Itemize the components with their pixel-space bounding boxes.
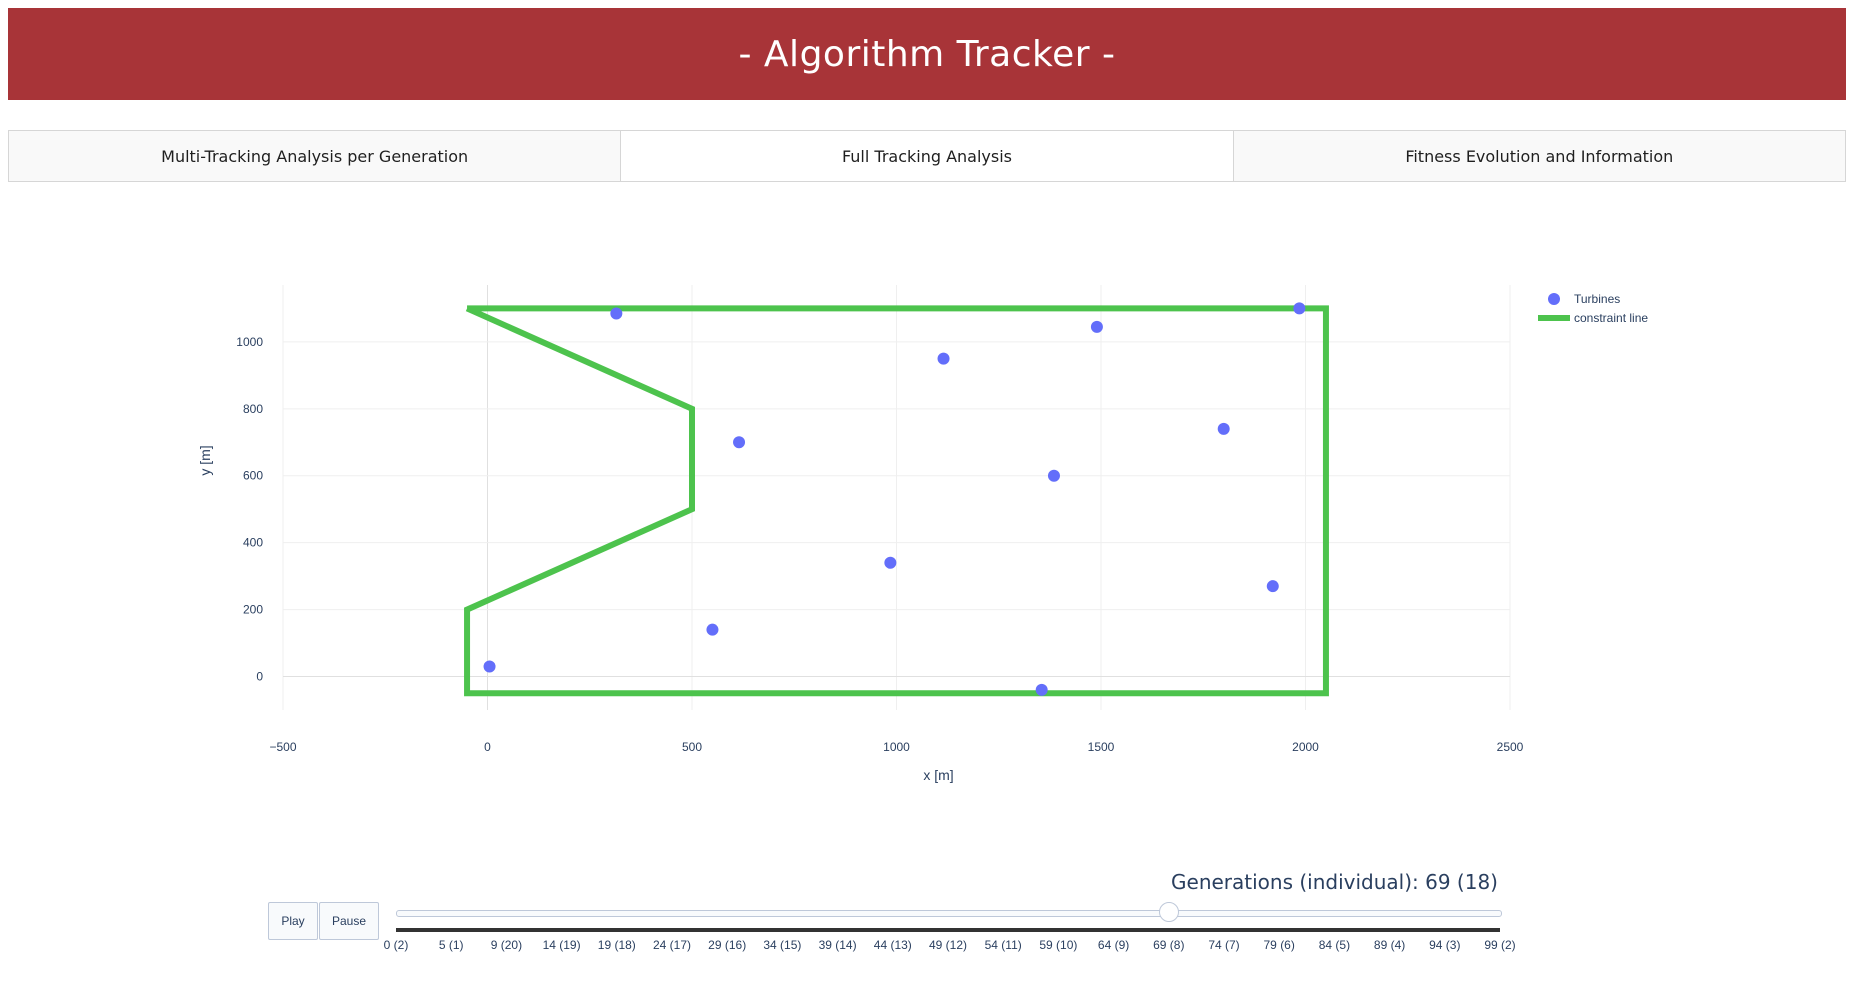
slider-tick-label[interactable]: 49 (12) — [928, 938, 968, 952]
generation-slider-rail[interactable] — [396, 910, 1502, 917]
y-tick-label: 600 — [243, 469, 263, 483]
play-button[interactable]: Play — [268, 902, 318, 940]
turbine-marker[interactable] — [1266, 580, 1279, 593]
slider-tick-label[interactable]: 24 (17) — [652, 938, 692, 952]
slider-tick-label[interactable]: 34 (15) — [763, 938, 802, 952]
turbine-marker[interactable] — [1047, 469, 1060, 482]
x-tick-label: 1500 — [1088, 740, 1115, 754]
turbine-marker[interactable] — [1217, 422, 1230, 435]
slider-tick-label[interactable]: 44 (13) — [873, 938, 912, 952]
y-tick-label: 1000 — [236, 335, 263, 349]
legend-label: constraint line — [1574, 311, 1648, 325]
slider-tick-label[interactable]: 99 (2) — [1484, 938, 1516, 952]
slider-tick-label[interactable]: 89 (4) — [1373, 938, 1406, 952]
generation-slider-knob[interactable] — [1158, 902, 1179, 922]
slider-tick-label[interactable]: 19 (18) — [597, 938, 636, 952]
turbine-marker[interactable] — [1035, 683, 1048, 696]
x-axis-title: x [m] — [923, 767, 953, 783]
slider-tick-bar — [396, 928, 1500, 932]
app-title: - Algorithm Tracker - — [738, 33, 1116, 75]
turbine-marker[interactable] — [610, 307, 623, 320]
slider-tick-label[interactable]: 0 (2) — [383, 938, 409, 952]
x-tick-label: 0 — [484, 740, 491, 754]
tab-full-tracking[interactable]: Full Tracking Analysis — [621, 131, 1234, 181]
slider-tick-label[interactable]: 94 (3) — [1429, 938, 1461, 952]
legend-item[interactable]: Turbines — [1548, 292, 1620, 306]
turbine-marker[interactable] — [733, 436, 746, 449]
slider-tick-label[interactable]: 84 (5) — [1318, 938, 1351, 952]
y-axis-title: y [m] — [197, 445, 213, 475]
grid-layer — [282, 285, 1511, 710]
slider-tick-label[interactable]: 39 (14) — [818, 938, 857, 952]
turbine-marker[interactable] — [483, 660, 496, 673]
y-tick-label: 400 — [243, 536, 263, 550]
slider-tick-label[interactable]: 29 (16) — [708, 938, 747, 952]
app-header: - Algorithm Tracker - — [8, 8, 1846, 100]
chart-svg: −500 0 500 1000 1500 2000 2500 0 200 400 600 800 100… — [197, 285, 1648, 783]
constraint-line — [464, 305, 1329, 697]
animation-controls: Play Pause Generations (individual): 69 … — [0, 860, 1854, 983]
generation-slider-ticks: 0 (2) 5 (1) 9 (20) 14 (19) 19 (18) 24 (17) 29 … — [384, 928, 1516, 968]
slider-tick-label[interactable]: 69 (8) — [1153, 938, 1185, 952]
turbine-marker[interactable] — [1293, 302, 1306, 315]
slider-tick-label[interactable]: 9 (20) — [490, 938, 523, 952]
scatter-chart: −500 0 500 1000 1500 2000 2500 0 200 400 600 800 100… — [0, 230, 1854, 860]
x-tick-label: 500 — [682, 740, 702, 754]
y-tick-label: 200 — [243, 603, 263, 617]
tab-bar: Multi-Tracking Analysis per Generation F… — [8, 130, 1846, 182]
legend[interactable]: Turbines constraint line — [1538, 292, 1648, 325]
tab-multi-tracking[interactable]: Multi-Tracking Analysis per Generation — [9, 131, 622, 181]
pause-button[interactable]: Pause — [319, 902, 379, 940]
x-tick-label: 2500 — [1497, 740, 1524, 754]
legend-item[interactable]: constraint line — [1538, 311, 1648, 325]
slider-tick-label[interactable]: 59 (10) — [1039, 938, 1078, 952]
generation-label: Generations (individual): 69 (18) — [1171, 870, 1498, 894]
turbine-marker[interactable] — [1090, 320, 1103, 333]
slider-tick-label[interactable]: 74 (7) — [1208, 938, 1240, 952]
slider-tick-label[interactable]: 64 (9) — [1097, 938, 1130, 952]
slider-tick-label[interactable]: 79 (6) — [1263, 938, 1295, 952]
turbine-marker[interactable] — [884, 556, 897, 569]
x-tick-label: 2000 — [1292, 740, 1319, 754]
slider-tick-label[interactable]: 5 (1) — [438, 938, 464, 952]
series-layer — [464, 302, 1329, 697]
legend-label: Turbines — [1574, 292, 1620, 306]
x-tick-label: −500 — [269, 740, 296, 754]
turbine-marker[interactable] — [937, 352, 950, 365]
tab-fitness-evolution[interactable]: Fitness Evolution and Information — [1233, 131, 1845, 181]
slider-tick-label[interactable]: 54 (11) — [984, 938, 1022, 952]
y-tick-label: 800 — [243, 402, 263, 416]
turbine-marker[interactable] — [706, 623, 719, 636]
axis-layer: −500 0 500 1000 1500 2000 2500 0 200 400 600 800 100… — [197, 335, 1524, 783]
x-tick-label: 1000 — [883, 740, 910, 754]
y-tick-label: 0 — [256, 670, 263, 684]
legend-marker-icon — [1548, 293, 1560, 305]
slider-tick-label[interactable]: 14 (19) — [542, 938, 581, 952]
